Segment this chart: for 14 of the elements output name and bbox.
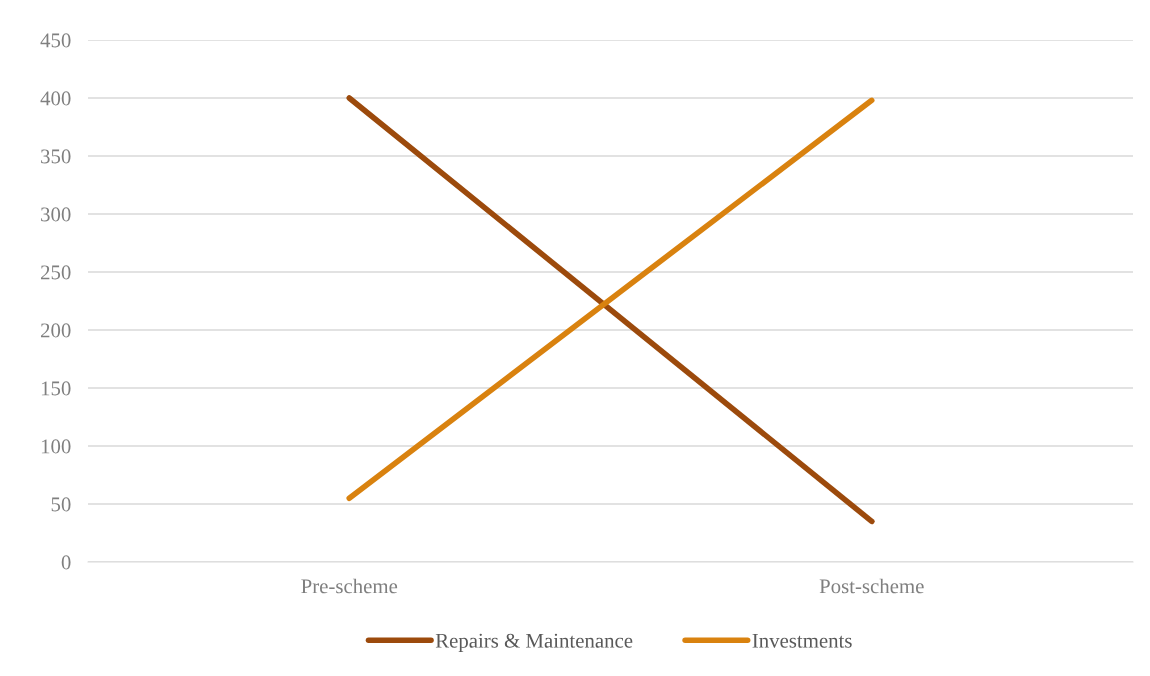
- y-tick-label: 350: [41, 149, 71, 164]
- x-tick-label: Pre-scheme: [301, 578, 398, 594]
- y-tick-label: 0: [61, 555, 71, 570]
- y-tick-label: 100: [41, 439, 71, 454]
- y-tick-label: 250: [41, 265, 71, 280]
- y-tick-label: 50: [51, 497, 71, 512]
- y-tick-label: 400: [40, 91, 71, 106]
- legend-label: Repairs & Maintenance: [435, 633, 633, 652]
- y-tick-label: 200: [41, 323, 71, 338]
- legend-label: Investments: [752, 633, 852, 648]
- y-tick-label: 300: [41, 207, 71, 222]
- x-tick-label: Post-scheme: [819, 578, 924, 594]
- y-tick-label: 150: [41, 381, 71, 396]
- y-tick-label: 450: [40, 33, 71, 48]
